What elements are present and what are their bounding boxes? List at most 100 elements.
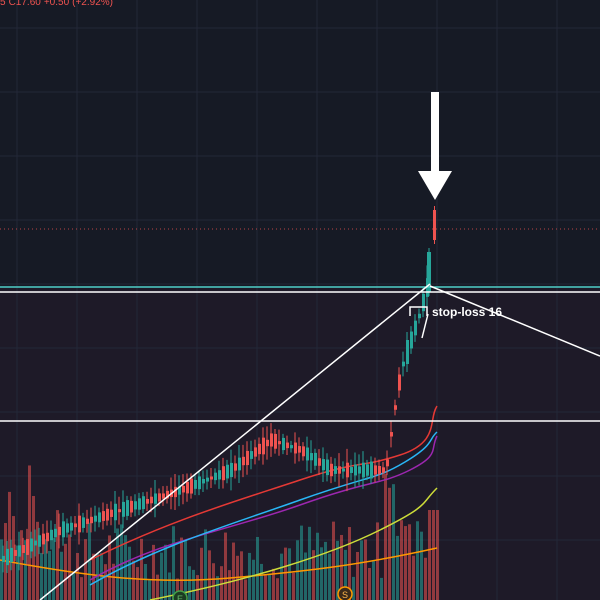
volume-bar (412, 555, 415, 600)
volume-bar (116, 528, 119, 600)
candle-body (290, 445, 293, 449)
upper-pane-background (0, 0, 600, 286)
candle-body (378, 465, 381, 475)
candle-body (146, 498, 149, 504)
volume-bar (432, 510, 435, 600)
candle-body (114, 503, 117, 521)
candle-body (186, 481, 189, 494)
volume-bar (76, 552, 79, 600)
volume-bar (304, 552, 307, 600)
volume-bar (360, 540, 363, 600)
candle-body (270, 433, 273, 447)
candles (2, 206, 436, 573)
volume-bar (208, 550, 211, 600)
volume-bar (176, 578, 179, 600)
volume-bar (12, 516, 15, 600)
candle-body (354, 464, 357, 476)
volume-bar (372, 561, 375, 600)
candle-body (166, 490, 169, 499)
volume-bar (316, 532, 319, 600)
candle-body (126, 500, 129, 516)
stop-loss-label: stop-loss 16 (432, 305, 503, 319)
volume-bar (84, 539, 87, 600)
volume-bar (20, 530, 23, 600)
volume-bar (312, 550, 315, 600)
volume-bar (264, 575, 267, 600)
volume-bar (0, 539, 3, 600)
candle-body (222, 466, 225, 481)
volume-bar (336, 540, 339, 600)
candle-body (66, 523, 69, 533)
candle-body (106, 508, 109, 521)
volume-bar (96, 553, 99, 600)
volume-bar (420, 531, 423, 600)
volume-bar (140, 538, 143, 600)
volume-bar (172, 526, 175, 600)
candle-body (234, 463, 237, 471)
candle-body (278, 441, 281, 445)
candle-body (326, 459, 329, 476)
candle-body (406, 340, 409, 364)
candle-body (10, 547, 13, 563)
volume-bar (332, 521, 335, 600)
volume-bar (56, 510, 59, 600)
earnings-marker-icon[interactable]: E (172, 590, 188, 600)
candle-body (2, 555, 5, 563)
volume-bar (72, 571, 75, 600)
volume-bar (288, 548, 291, 600)
volume-bar (156, 574, 159, 600)
volume-bar (88, 522, 91, 600)
candle-body (258, 443, 261, 455)
candle-body (82, 517, 85, 528)
candle-body (298, 446, 301, 453)
volume-bar (416, 521, 419, 600)
candle-body (54, 528, 57, 538)
candle-body (306, 447, 309, 461)
moving-average-line (89, 435, 438, 581)
volume-bar (136, 567, 139, 600)
volume-bar (392, 484, 395, 600)
volume-bar (260, 563, 263, 600)
volume-bar (348, 527, 351, 600)
candle-body (138, 498, 141, 510)
volume-bar (216, 576, 219, 600)
volume-bar (320, 547, 323, 600)
split-marker-icon[interactable]: S (337, 586, 353, 600)
candle-body (226, 464, 229, 479)
trendline-down[interactable] (429, 285, 600, 357)
volume-bar (224, 532, 227, 600)
candle-body (38, 535, 41, 547)
volume-bar (408, 524, 411, 600)
volume-bar (188, 566, 191, 600)
candle-body (230, 462, 233, 478)
candle-body (102, 511, 105, 521)
earnings-marker-label: E (177, 594, 183, 600)
volume-bar (328, 553, 331, 600)
volume-bar (200, 547, 203, 600)
candle-body (42, 533, 45, 545)
volume-bar (388, 487, 391, 600)
trendline-up[interactable] (39, 283, 431, 600)
candle-body (86, 518, 89, 524)
volume-bar (220, 566, 223, 600)
candle-body (34, 540, 37, 546)
candle-body (122, 501, 125, 517)
candle-body (178, 486, 181, 495)
candle-body (366, 464, 369, 476)
volume-bar (384, 473, 387, 600)
candle-body (242, 456, 245, 466)
candle-body (130, 500, 133, 513)
stop-loss-tick (421, 313, 429, 339)
stop-loss-bracket[interactable] (409, 306, 428, 316)
volume-bar (212, 563, 215, 600)
volume-bar (356, 551, 359, 600)
moving-average-line (89, 431, 438, 586)
volume-bar (204, 529, 207, 600)
candle-body (70, 522, 73, 531)
volume-bar (256, 536, 259, 600)
candle-body (362, 462, 365, 478)
candle-body (198, 476, 201, 490)
candle-body (318, 458, 321, 466)
